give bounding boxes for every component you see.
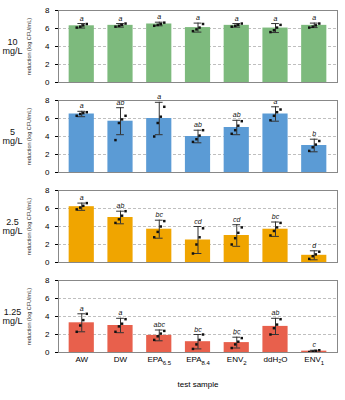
svg-text:ab: ab [117,202,125,209]
svg-text:5mg/L: 5mg/L [2,127,22,146]
svg-text:2: 2 [45,240,50,249]
svg-text:6: 6 [45,294,50,303]
svg-text:8: 8 [45,96,50,105]
svg-text:EPA8.4: EPA8.4 [186,355,210,366]
svg-text:a: a [235,15,239,22]
svg-text:a: a [80,15,84,22]
svg-text:10mg/L: 10mg/L [2,37,22,56]
svg-text:8: 8 [45,6,50,15]
svg-text:ENV1: ENV1 [304,355,324,366]
svg-text:4: 4 [45,42,50,51]
svg-text:ENV2: ENV2 [227,355,247,366]
svg-text:0: 0 [45,168,50,177]
svg-text:a: a [312,14,316,21]
svg-text:reduction (log CFU/mL): reduction (log CFU/mL) [26,288,32,345]
svg-text:test sample: test sample [178,380,219,389]
svg-text:reduction (log CFU/mL): reduction (log CFU/mL) [26,198,32,255]
svg-text:AW: AW [75,355,88,364]
svg-text:a: a [274,15,278,22]
svg-text:ddH₂O: ddH₂O [263,355,287,364]
svg-text:a: a [119,309,123,316]
svg-text:a: a [157,13,161,20]
svg-text:0: 0 [45,258,50,267]
svg-text:4: 4 [45,312,50,321]
svg-text:2: 2 [45,330,50,339]
svg-text:8: 8 [45,276,50,285]
svg-text:a: a [274,98,278,105]
svg-text:2: 2 [45,150,50,159]
svg-text:1.25mg/L: 1.25mg/L [2,307,22,326]
svg-text:ab: ab [117,99,125,106]
svg-text:2: 2 [45,60,50,69]
svg-text:bc: bc [272,213,280,220]
svg-text:bc: bc [156,211,164,218]
svg-text:cd: cd [194,218,203,225]
svg-text:ab: ab [233,111,241,118]
svg-text:a: a [80,194,84,201]
svg-text:a: a [196,14,200,21]
svg-text:a: a [157,93,161,100]
svg-text:bc: bc [194,326,202,333]
svg-text:b: b [312,130,316,137]
svg-text:reduction (log CFU/mL): reduction (log CFU/mL) [26,108,32,165]
svg-text:a: a [80,305,84,312]
svg-text:EPA6.5: EPA6.5 [147,355,171,366]
svg-text:DW: DW [114,355,128,364]
svg-text:reduction (log CFU/mL): reduction (log CFU/mL) [26,18,32,75]
svg-text:6: 6 [45,24,50,33]
svg-text:6: 6 [45,114,50,123]
svg-text:4: 4 [45,132,50,141]
svg-text:8: 8 [45,186,50,195]
svg-text:c: c [313,341,317,348]
svg-text:ab: ab [194,121,202,128]
svg-text:4: 4 [45,222,50,231]
svg-text:0: 0 [45,78,50,87]
svg-text:cd: cd [233,216,242,223]
svg-text:ab: ab [272,309,280,316]
svg-text:0: 0 [45,348,50,357]
svg-text:a: a [119,15,123,22]
svg-text:d: d [312,242,317,249]
svg-text:2.5mg/L: 2.5mg/L [2,217,22,236]
svg-text:a: a [80,102,84,109]
svg-text:abc: abc [154,321,166,328]
svg-text:6: 6 [45,204,50,213]
svg-text:bc: bc [233,328,241,335]
